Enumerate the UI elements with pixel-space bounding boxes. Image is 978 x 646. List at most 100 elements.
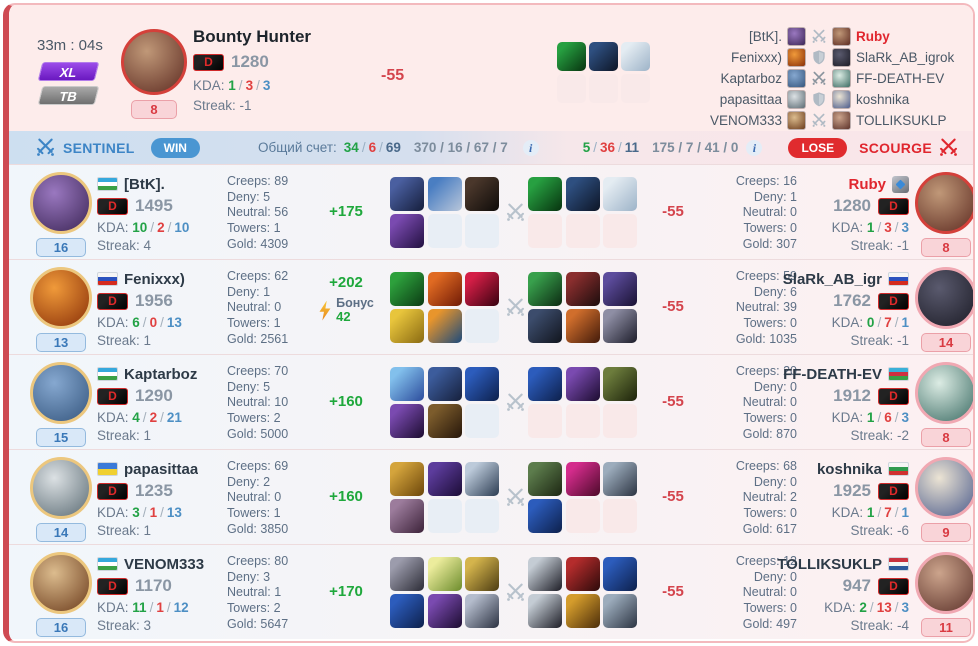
item-icon[interactable] — [565, 557, 600, 591]
item-icon[interactable] — [589, 42, 618, 71]
player-row[interactable]: 16 VENOM333 D 1170 KDA: 11/1/12 Streak: … — [9, 544, 973, 639]
matchup-right-avatar[interactable] — [832, 89, 851, 109]
matchup-right-avatar[interactable] — [832, 68, 851, 88]
matchup-left-avatar[interactable] — [787, 26, 806, 46]
item-icon[interactable] — [427, 557, 462, 591]
player-name[interactable]: papasittaa — [124, 460, 199, 478]
item-icon[interactable] — [390, 177, 424, 211]
item-icon[interactable] — [603, 594, 638, 628]
player-avatar[interactable] — [30, 552, 92, 614]
item-icon[interactable] — [528, 594, 562, 628]
player-name[interactable]: VENOM333 — [124, 555, 205, 573]
player-name[interactable]: SlaRk_AB_igr — [782, 270, 882, 288]
matchup-right-avatar[interactable] — [832, 110, 851, 130]
item-icon[interactable] — [390, 594, 424, 628]
player-avatar[interactable] — [30, 457, 92, 519]
matchup-right-name[interactable]: koshnika — [856, 91, 910, 107]
item-icon[interactable] — [528, 557, 562, 591]
item-icon[interactable] — [465, 557, 500, 591]
matchup-left-name[interactable]: VENOM333 — [709, 112, 782, 128]
item-icon[interactable] — [603, 462, 638, 496]
matchup-left-avatar[interactable] — [787, 47, 806, 67]
item-icon[interactable] — [390, 309, 424, 343]
item-icon[interactable] — [390, 462, 424, 496]
item-icon[interactable] — [603, 272, 638, 306]
item-icon[interactable] — [528, 177, 562, 211]
item-icon[interactable] — [528, 462, 562, 496]
matchup-left-name[interactable]: papasittaa — [719, 91, 782, 107]
item-icon[interactable] — [427, 404, 462, 438]
player-name[interactable]: koshnika — [816, 460, 882, 478]
matchup-right-name[interactable]: TOLLIKSUKLP — [856, 112, 947, 128]
info-icon[interactable]: i — [522, 139, 539, 156]
matchup-left-name[interactable]: Fenixxx) — [730, 49, 782, 65]
player-name[interactable]: Fenixxx) — [124, 270, 185, 288]
player-avatar[interactable] — [30, 172, 92, 234]
matchup-left-avatar[interactable] — [787, 89, 806, 109]
matchup-right-avatar[interactable] — [832, 26, 851, 46]
player-row[interactable]: 16 [BtK]. D 1495 KDA: 10/2/10 Streak: 4 … — [9, 164, 973, 259]
item-icon[interactable] — [427, 367, 462, 401]
item-icon[interactable] — [565, 594, 600, 628]
item-icon[interactable] — [557, 42, 586, 71]
item-icon[interactable] — [465, 177, 500, 211]
player-name[interactable]: Ruby — [848, 175, 887, 193]
item-icon[interactable] — [603, 557, 638, 591]
item-icon[interactable] — [465, 462, 500, 496]
item-icon[interactable] — [565, 309, 600, 343]
item-icon[interactable] — [603, 177, 638, 211]
matchup-right-avatar[interactable] — [832, 47, 851, 67]
matchup-left-name[interactable]: [BtK]. — [748, 28, 782, 44]
matchup-right-name[interactable]: FF-DEATH-EV — [856, 70, 945, 86]
player-name[interactable]: TOLLIKSUKLP — [777, 555, 882, 573]
player-avatar[interactable] — [915, 267, 973, 329]
player-avatar[interactable] — [915, 552, 973, 614]
item-icon[interactable] — [621, 42, 650, 71]
player-avatar[interactable] — [30, 362, 92, 424]
player-avatar[interactable] — [915, 172, 973, 234]
player-name[interactable]: Kaptarboz — [124, 365, 198, 383]
item-icon[interactable] — [565, 177, 600, 211]
matchup-right-name[interactable]: Ruby — [856, 28, 890, 44]
matchup-right-name[interactable]: SlaRk_AB_igrok — [856, 49, 955, 65]
player-name[interactable]: [BtK]. — [124, 175, 165, 193]
item-icon[interactable] — [427, 594, 462, 628]
player-avatar[interactable] — [915, 362, 973, 424]
item-icon[interactable] — [427, 177, 462, 211]
item-icon[interactable] — [427, 272, 462, 306]
player-row[interactable]: 13 Fenixxx) D 1956 KDA: 6/0/13 Streak: 1… — [9, 259, 973, 354]
matchup-left-avatar[interactable] — [787, 68, 806, 88]
item-icon[interactable] — [528, 309, 562, 343]
matchup-left-name[interactable]: Kaptarboz — [720, 70, 782, 86]
info-icon[interactable]: i — [746, 139, 763, 156]
stat-label: Gold: — [742, 426, 773, 441]
item-icon[interactable] — [390, 557, 424, 591]
item-icon[interactable] — [390, 272, 424, 306]
item-icon[interactable] — [465, 594, 500, 628]
item-icon[interactable] — [603, 367, 638, 401]
matchup-left-avatar[interactable] — [787, 110, 806, 130]
item-icon[interactable] — [390, 367, 424, 401]
player-row[interactable]: 15 Kaptarboz D 1290 KDA: 4/2/21 Streak: … — [9, 354, 973, 449]
empty-item-slot — [465, 404, 500, 438]
item-icon[interactable] — [603, 309, 638, 343]
item-icon[interactable] — [390, 214, 424, 248]
item-icon[interactable] — [465, 367, 500, 401]
item-icon[interactable] — [528, 499, 562, 533]
empty-item-slot — [427, 214, 462, 248]
item-icon[interactable] — [565, 272, 600, 306]
hero-avatar[interactable] — [121, 29, 187, 95]
item-icon[interactable] — [528, 272, 562, 306]
item-icon[interactable] — [528, 367, 562, 401]
item-icon[interactable] — [390, 404, 424, 438]
item-icon[interactable] — [390, 499, 424, 533]
item-icon[interactable] — [427, 309, 462, 343]
player-avatar[interactable] — [30, 267, 92, 329]
item-icon[interactable] — [565, 367, 600, 401]
player-avatar[interactable] — [915, 457, 973, 519]
item-icon[interactable] — [565, 462, 600, 496]
player-row[interactable]: 14 papasittaa D 1235 KDA: 3/1/13 Streak:… — [9, 449, 973, 544]
item-icon[interactable] — [465, 272, 500, 306]
player-name[interactable]: FF-DEATH-EV — [783, 365, 882, 383]
item-icon[interactable] — [427, 462, 462, 496]
